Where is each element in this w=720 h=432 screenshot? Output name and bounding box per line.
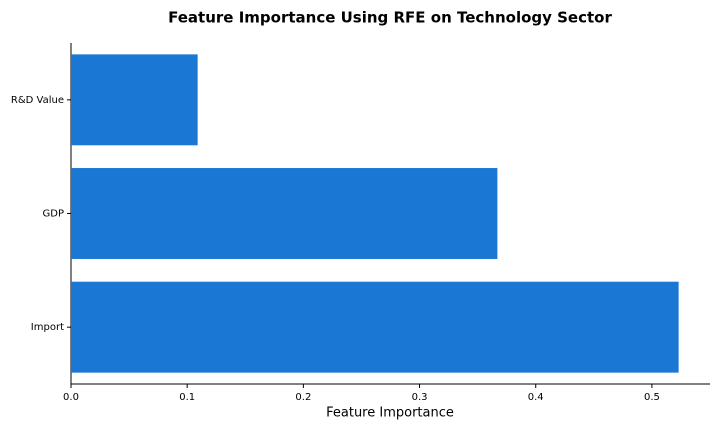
y-tick-label: GDP (43, 209, 64, 220)
chart-title: Feature Importance Using RFE on Technolo… (168, 9, 612, 27)
bar (71, 168, 498, 259)
x-tick-label: 0.4 (528, 392, 544, 403)
x-tick-label: 0.0 (63, 392, 79, 403)
bar (71, 54, 198, 146)
x-tick-label: 0.2 (295, 392, 311, 403)
x-axis-label: Feature Importance (326, 406, 454, 421)
x-tick-label: 0.5 (644, 392, 660, 403)
y-tick-label: Import (31, 322, 64, 333)
x-tick-label: 0.1 (179, 392, 195, 403)
y-tick-label: R&D Value (11, 95, 64, 106)
bar (71, 281, 679, 373)
x-tick-label: 0.3 (412, 392, 428, 403)
